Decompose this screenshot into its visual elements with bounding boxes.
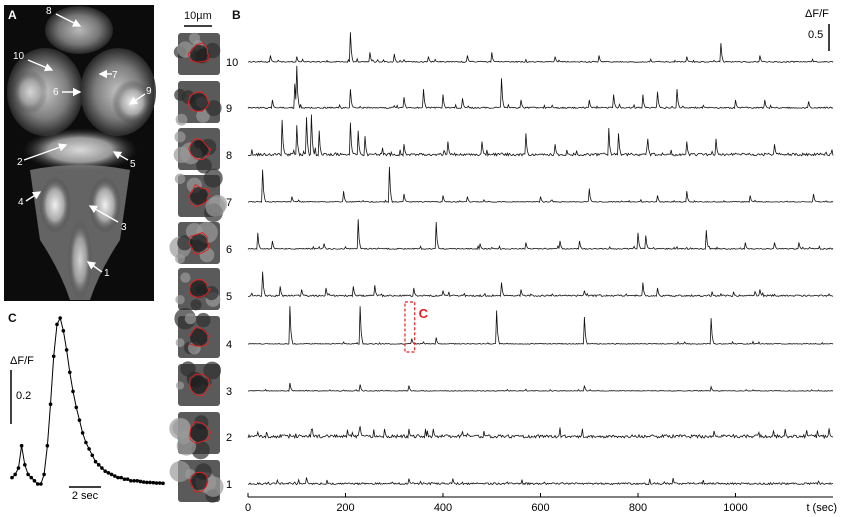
trace-2 — [247, 426, 834, 440]
panel-c-point — [16, 466, 21, 470]
panel-c-point — [148, 480, 152, 485]
panel-c-point — [68, 370, 72, 375]
trace-1 — [247, 477, 834, 486]
panel-c-point — [129, 479, 133, 483]
panel-c-point — [113, 474, 117, 478]
panel-c-point — [58, 316, 62, 320]
panel-c-point — [103, 469, 107, 474]
trace-label-1: 1 — [226, 479, 232, 491]
trace-label-8: 8 — [226, 150, 232, 162]
panel-c-point — [77, 418, 82, 422]
panel-c-point — [138, 479, 143, 484]
x-tick-label: 200 — [336, 502, 354, 514]
panel-c-point — [35, 482, 40, 486]
trace-label-7: 7 — [226, 197, 232, 209]
x-tick-label: 0 — [245, 502, 251, 514]
x-tick-label: 600 — [531, 502, 549, 514]
panel-c-point — [45, 443, 50, 448]
trace-10 — [247, 32, 834, 63]
panel-c-scale-label: ΔF/F — [10, 355, 34, 367]
panel-c-scale-value: 0.2 — [16, 390, 31, 402]
scale-bar-value: 0.5 — [808, 29, 823, 41]
highlight-box-label: C — [419, 306, 429, 321]
trace-6 — [247, 219, 834, 251]
panel-c-time-label: 2 sec — [72, 490, 99, 502]
panel-c-point — [141, 480, 146, 484]
panel-c-point — [51, 354, 56, 359]
roi-scale-bar-label: 10µm — [184, 10, 212, 22]
trace-9 — [247, 65, 834, 110]
trace-label-5: 5 — [226, 291, 232, 303]
panel-c-point — [80, 431, 85, 435]
x-tick-label: 800 — [629, 502, 647, 514]
trace-label-4: 4 — [226, 339, 232, 351]
trace-label-2: 2 — [226, 432, 232, 444]
panel-c-point — [116, 475, 120, 480]
panel-c-point — [48, 402, 53, 406]
panel-c-point — [19, 443, 24, 448]
panel-c-point — [64, 348, 69, 352]
panel-c-point — [32, 479, 37, 483]
scale-bar-label: ΔF/F — [805, 8, 829, 20]
trace-5 — [247, 271, 834, 298]
panel-c-point — [29, 475, 34, 480]
panel-c-point — [125, 477, 130, 482]
panel-c-point — [132, 479, 136, 483]
panel-c-point — [42, 472, 46, 477]
panel-c-point — [39, 482, 43, 486]
x-tick-label: 1000 — [723, 502, 747, 514]
panel-c-point — [87, 447, 91, 451]
panel-c-letter: C — [8, 311, 17, 325]
panel-c-line — [11, 316, 164, 485]
trace-8 — [247, 114, 834, 158]
panel-c-point — [96, 463, 101, 467]
panel-c-point — [71, 389, 75, 394]
trace-4 — [247, 306, 834, 345]
panel-c-point — [109, 472, 114, 477]
panel-c-point — [90, 453, 95, 458]
panel-b-letter: B — [232, 8, 241, 22]
panel-c-point — [122, 477, 127, 482]
panel-c-point — [135, 479, 140, 483]
panel-c-point — [106, 471, 111, 475]
panel-c-point — [100, 466, 104, 470]
panel-c-point — [55, 322, 59, 327]
panel-c-point — [154, 481, 159, 485]
trace-3 — [247, 382, 834, 392]
panel-c-point — [151, 480, 156, 485]
panel-c-point — [161, 481, 165, 486]
trace-7 — [247, 166, 834, 203]
panel-c-point — [157, 481, 162, 485]
trace-label-3: 3 — [226, 386, 232, 398]
panel-c-point — [23, 463, 27, 467]
panel-c-point — [93, 459, 98, 464]
panel-c-point — [84, 440, 88, 445]
panel-c-point — [13, 472, 17, 477]
panel-c-point — [74, 405, 79, 410]
trace-label-10: 10 — [226, 57, 238, 69]
x-axis-label: t (sec) — [806, 502, 837, 514]
panel-a-letter: A — [8, 8, 17, 22]
trace-label-9: 9 — [226, 103, 232, 115]
panel-c-point — [10, 475, 14, 480]
x-tick-label: 400 — [434, 502, 452, 514]
panel-c-point — [61, 328, 66, 333]
trace-label-6: 6 — [226, 244, 232, 256]
panel-c-point — [145, 480, 149, 485]
panel-c-point — [119, 475, 123, 480]
panel-c-point — [26, 472, 30, 477]
